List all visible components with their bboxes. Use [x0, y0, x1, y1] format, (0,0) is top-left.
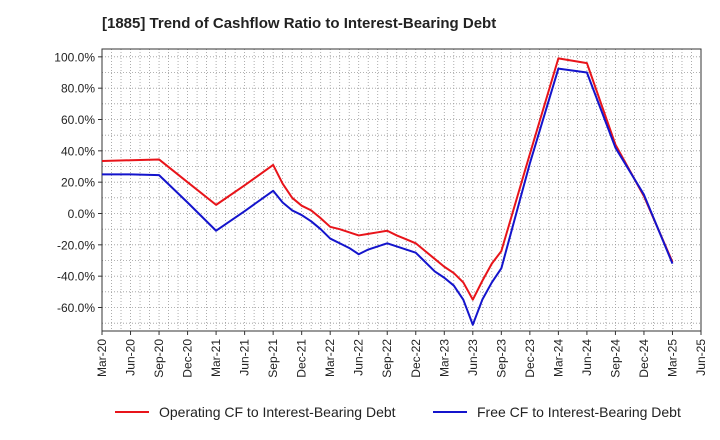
x-tick-label: Mar-21 [209, 339, 223, 377]
series-line-operating-cf [101, 57, 674, 301]
y-tick-label: 40.0% [61, 144, 95, 158]
y-tick-label: 60.0% [61, 113, 95, 127]
legend-item-operating-cf: Operating CF to Interest-Bearing Debt [115, 404, 396, 420]
y-tick-label: -60.0% [57, 301, 95, 315]
x-tick-label: Mar-24 [551, 339, 565, 377]
y-tick-label: -20.0% [57, 238, 95, 252]
chart-legend: Operating CF to Interest-Bearing Debt Fre… [0, 404, 720, 426]
x-tick-label: Jun-25 [694, 339, 708, 376]
legend-label: Operating CF to Interest-Bearing Debt [159, 404, 396, 420]
y-tick-label: 20.0% [61, 176, 95, 190]
x-tick-label: Jun-21 [238, 339, 252, 376]
y-tick-label: -40.0% [57, 270, 95, 284]
y-tick-label: 100.0% [54, 50, 95, 64]
legend-item-free-cf: Free CF to Interest-Bearing Debt [433, 404, 681, 420]
x-tick-label: Sep-24 [608, 339, 622, 378]
x-tick-label: Mar-23 [437, 339, 451, 377]
x-tick-label: Jun-23 [466, 339, 480, 376]
x-tick-label: Dec-23 [523, 339, 537, 378]
chart-title: [1885] Trend of Cashflow Ratio to Intere… [102, 15, 497, 32]
legend-swatch [115, 411, 149, 413]
x-tick-label: Mar-25 [665, 339, 679, 377]
x-tick-label: Dec-22 [409, 339, 423, 378]
legend-label: Free CF to Interest-Bearing Debt [477, 404, 681, 420]
plot-border [101, 48, 702, 332]
x-tick-label: Sep-22 [380, 339, 394, 378]
y-tick-label: 80.0% [61, 82, 95, 96]
x-tick-label: Sep-23 [494, 339, 508, 378]
x-tick-label: Jun-24 [580, 339, 594, 376]
x-tick-label: Mar-20 [95, 339, 109, 377]
x-tick-label: Dec-21 [295, 339, 309, 378]
legend-swatch [433, 411, 467, 413]
x-tick-label: Sep-20 [152, 339, 166, 378]
x-tick-label: Jun-22 [352, 339, 366, 376]
series-line-free-cf [102, 67, 674, 326]
x-tick-label: Dec-20 [181, 339, 195, 378]
x-tick-label: Sep-21 [266, 339, 280, 378]
x-tick-label: Dec-24 [637, 339, 651, 378]
x-tick-label: Mar-22 [323, 339, 337, 377]
x-tick-label: Jun-20 [124, 339, 138, 376]
y-tick-label: 0.0% [68, 207, 96, 221]
